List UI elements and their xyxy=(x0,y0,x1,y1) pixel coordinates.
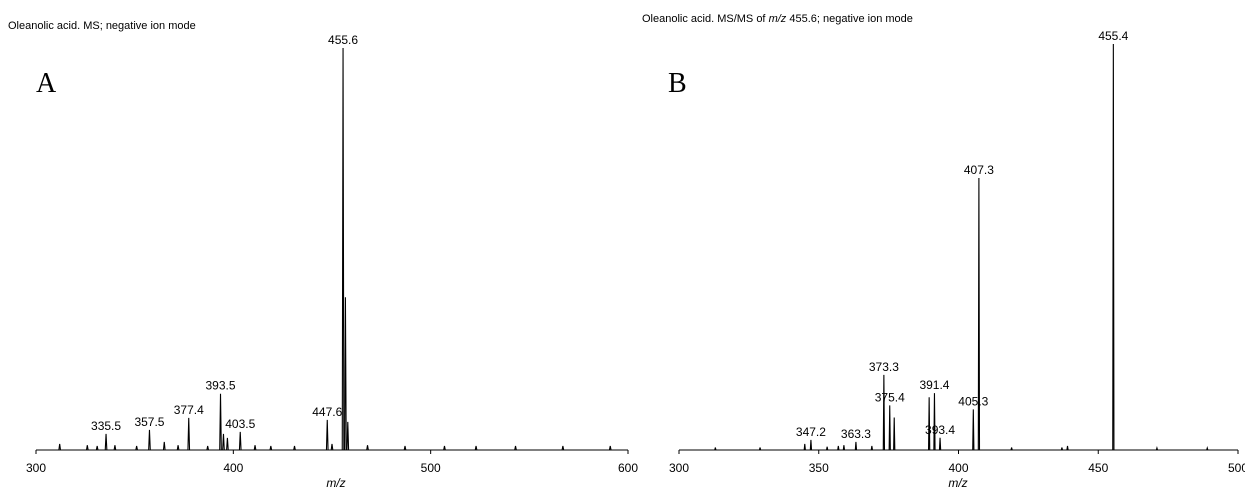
peak-b xyxy=(1207,448,1208,450)
peak-a xyxy=(347,422,349,450)
panel-letter-b: B xyxy=(668,68,687,99)
peak-a xyxy=(177,445,179,450)
peak-a xyxy=(96,446,98,450)
peak-label-b: 373.3 xyxy=(869,360,899,374)
peak-b xyxy=(855,442,856,450)
peak-label-b: 347.2 xyxy=(796,425,826,439)
peak-a xyxy=(223,434,225,450)
peak-a xyxy=(331,444,333,450)
peak-b xyxy=(1061,448,1062,450)
x-tick-label-b: 450 xyxy=(1088,461,1108,475)
peak-b xyxy=(939,438,940,450)
peak-b xyxy=(804,444,805,450)
peak-label-b: 393.4 xyxy=(925,423,955,437)
peak-b xyxy=(827,447,828,450)
chart-title-b-italic: m/z xyxy=(769,13,787,25)
peak-a xyxy=(59,444,61,450)
plot-area-b: 300 350 400 450 500 347.2 363.3 373.3 375.4 391.4… xyxy=(669,29,1245,475)
peak-a xyxy=(562,446,564,450)
peak-label-b: 407.3 xyxy=(964,163,994,177)
peak-b xyxy=(889,405,890,450)
x-axis-label-b: m/z xyxy=(948,476,967,489)
peak-b xyxy=(973,409,974,450)
peak-b xyxy=(871,446,872,450)
peak-a xyxy=(444,446,446,450)
panel-a: Oleanolic acid. MS; negative ion mode A … xyxy=(8,20,638,489)
chart-title-b: Oleanolic acid. MS/MS of m/z 455.6; nega… xyxy=(642,13,913,25)
peak-label-a: 393.5 xyxy=(205,379,235,393)
peak-label-a: 455.6 xyxy=(328,33,358,47)
x-tick-label-b: 400 xyxy=(948,461,968,475)
peak-a xyxy=(163,442,165,450)
peak-label-a: 377.4 xyxy=(174,403,204,417)
panel-b: Oleanolic acid. MS/MS of m/z 455.6; nega… xyxy=(642,13,1245,489)
peak-label-b: 375.4 xyxy=(875,390,905,404)
chart-title-b-prefix: Oleanolic acid. MS/MS of xyxy=(642,13,769,25)
x-tick-label-b: 500 xyxy=(1228,461,1245,475)
peak-a xyxy=(136,446,138,450)
peak-a xyxy=(270,446,272,450)
peak-b xyxy=(843,445,844,450)
x-tick-label-a: 600 xyxy=(618,461,638,475)
peak-b xyxy=(894,418,895,450)
peak-b xyxy=(759,448,760,450)
peak-b xyxy=(1067,446,1068,450)
peak-a xyxy=(87,445,89,450)
peak-b xyxy=(978,178,979,450)
peak-a xyxy=(294,446,296,450)
peak-label-b: 391.4 xyxy=(919,378,949,392)
peak-label-b: 363.3 xyxy=(841,427,871,441)
peak-b xyxy=(883,375,884,450)
peak-label-b: 455.4 xyxy=(1098,29,1128,43)
peak-a xyxy=(105,434,107,450)
peak-a xyxy=(342,48,344,450)
peak-a xyxy=(149,430,151,450)
peak-a xyxy=(227,438,229,450)
x-tick-label-b: 300 xyxy=(669,461,689,475)
peak-a xyxy=(404,446,406,450)
peak-b xyxy=(838,446,839,450)
peak-label-a: 357.5 xyxy=(134,415,164,429)
peak-a xyxy=(475,446,477,450)
peak-label-a: 447.6 xyxy=(312,405,342,419)
peak-label-a: 335.5 xyxy=(91,419,121,433)
peak-b xyxy=(715,448,716,450)
peak-label-b: 405.3 xyxy=(958,394,988,408)
peak-b xyxy=(810,440,811,450)
peak-a xyxy=(220,394,222,450)
x-tick-label-b: 350 xyxy=(809,461,829,475)
peak-a xyxy=(207,446,209,450)
peak-b xyxy=(1011,448,1012,450)
peak-a xyxy=(609,446,611,450)
peak-label-a: 403.5 xyxy=(225,417,255,431)
x-axis-label-a: m/z xyxy=(326,476,345,489)
peak-a xyxy=(188,418,190,450)
panel-letter-a: A xyxy=(36,68,57,99)
peak-a xyxy=(345,297,347,450)
peak-a xyxy=(114,445,116,450)
peak-a xyxy=(367,445,369,450)
peak-a xyxy=(326,420,328,450)
peak-a xyxy=(254,445,256,450)
chart-title-a: Oleanolic acid. MS; negative ion mode xyxy=(8,20,196,32)
x-tick-label-a: 300 xyxy=(26,461,46,475)
x-tick-label-a: 500 xyxy=(421,461,441,475)
peak-a xyxy=(239,432,241,450)
peak-b xyxy=(934,393,935,450)
peak-b xyxy=(1156,448,1157,450)
x-tick-label-a: 400 xyxy=(223,461,243,475)
peak-b xyxy=(1113,44,1114,450)
peak-a xyxy=(515,446,517,450)
chart-title-b-suffix: 455.6; negative ion mode xyxy=(786,13,913,25)
